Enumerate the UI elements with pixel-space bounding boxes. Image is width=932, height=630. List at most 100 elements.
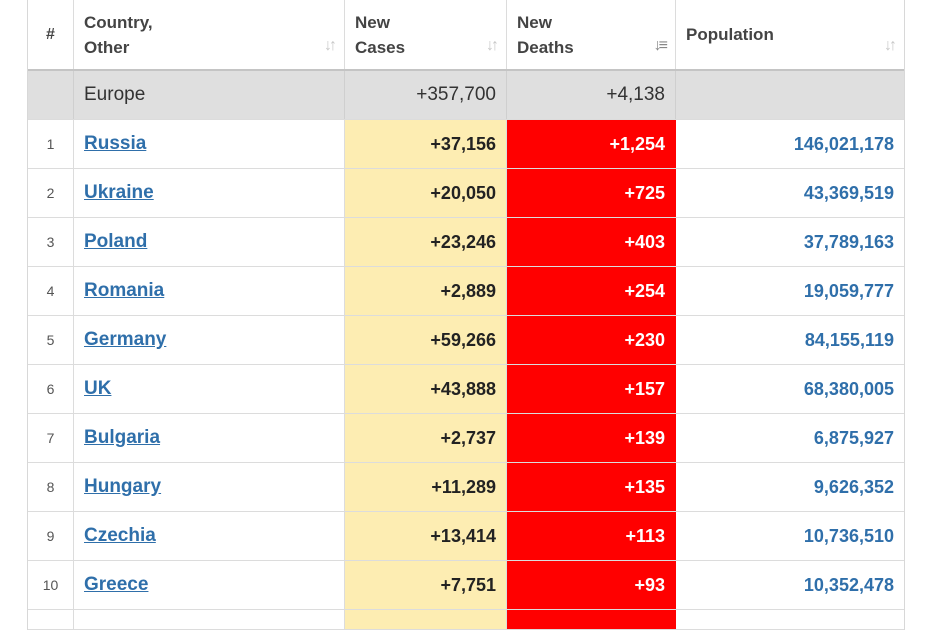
row-population: 9,626,352 [813, 476, 894, 497]
header-country-line1: Country, [84, 12, 153, 32]
row-new-deaths: +93 [507, 561, 676, 609]
table-row: 8 Hungary +11,289 +135 9,626,352 [28, 463, 904, 512]
row-population: 10,352,478 [803, 574, 894, 595]
row-country-cell: Hungary [74, 463, 345, 511]
header-cases-line2: Cases [355, 37, 406, 57]
row-rank: 9 [28, 512, 74, 560]
header-country[interactable]: Country, Other ↓↑ [74, 0, 345, 69]
country-link[interactable]: Romania [84, 280, 165, 301]
country-link[interactable]: Germany [84, 329, 167, 350]
row-rank: 8 [28, 463, 74, 511]
row-rank: 2 [28, 169, 74, 217]
row-new-cases: +37,156 [345, 120, 507, 168]
table-row: 4 Romania +2,889 +254 19,059,777 [28, 267, 904, 316]
row-rank: 4 [28, 267, 74, 315]
row-country-cell: Ukraine [74, 169, 345, 217]
row-new-deaths: +135 [507, 463, 676, 511]
row-rank: 1 [28, 120, 74, 168]
sort-arrows-icon[interactable]: ↓↑ [884, 37, 897, 54]
covid-table: # Country, Other ↓↑ New Cases ↓↑ New Dea… [27, 0, 905, 630]
row-new-deaths: +403 [507, 218, 676, 266]
row-new-deaths: +230 [507, 316, 676, 364]
row-new-cases: +20,050 [345, 169, 507, 217]
header-country-label: Country, Other [84, 10, 153, 60]
row-new-cases: +7,751 [345, 561, 507, 609]
row-country-cell: Greece [74, 561, 345, 609]
header-deaths-line2: Deaths [517, 37, 574, 57]
header-country-line2: Other [84, 37, 130, 57]
header-population-label: Population [686, 25, 774, 44]
region-rank [28, 71, 74, 119]
header-new-deaths[interactable]: New Deaths ↓≡ [507, 0, 676, 69]
header-population[interactable]: Population ↓↑ [676, 0, 904, 69]
row-new-cases: +43,888 [345, 365, 507, 413]
row-country-cell: Russia [74, 120, 345, 168]
table-row: 2 Ukraine +20,050 +725 43,369,519 [28, 169, 904, 218]
region-new-deaths: +4,138 [507, 71, 676, 119]
region-name: Europe [74, 71, 345, 119]
table-row: 7 Bulgaria +2,737 +139 6,875,927 [28, 414, 904, 463]
row-rank: 6 [28, 365, 74, 413]
row-country-cell: Czechia [74, 512, 345, 560]
header-deaths-line1: New [517, 12, 552, 32]
row-new-cases: +23,246 [345, 218, 507, 266]
row-country-cell: Romania [74, 267, 345, 315]
row-rank: 10 [28, 561, 74, 609]
row-new-cases: +59,266 [345, 316, 507, 364]
table-row: 3 Poland +23,246 +403 37,789,163 [28, 218, 904, 267]
row-new-deaths: +1,254 [507, 120, 676, 168]
row-population: 19,059,777 [803, 280, 894, 301]
row-population: 146,021,178 [793, 133, 894, 154]
row-country-cell: Germany [74, 316, 345, 364]
sort-arrows-icon[interactable]: ↓↑ [324, 37, 337, 54]
row-rank: 7 [28, 414, 74, 462]
sort-arrows-icon[interactable]: ↓↑ [486, 37, 499, 54]
sort-descending-icon[interactable]: ↓≡ [653, 37, 668, 54]
stub-cases [345, 610, 507, 629]
header-rank-label: # [46, 25, 55, 43]
country-link[interactable]: Bulgaria [84, 427, 161, 448]
table-row: 6 UK +43,888 +157 68,380,005 [28, 365, 904, 414]
row-new-cases: +13,414 [345, 512, 507, 560]
country-link[interactable]: Ukraine [84, 182, 154, 203]
row-population: 43,369,519 [803, 182, 894, 203]
stub-country [74, 610, 345, 629]
row-rank: 5 [28, 316, 74, 364]
region-row: Europe +357,700 +4,138 [28, 71, 904, 120]
row-population: 84,155,119 [804, 329, 894, 350]
row-rank: 3 [28, 218, 74, 266]
country-link[interactable]: Poland [84, 231, 148, 252]
region-population [676, 71, 904, 119]
header-rank[interactable]: # [28, 0, 74, 69]
row-population: 10,736,510 [803, 525, 894, 546]
stub-deaths [507, 610, 676, 629]
row-country-cell: Poland [74, 218, 345, 266]
header-new-cases[interactable]: New Cases ↓↑ [345, 0, 507, 69]
table-row: 5 Germany +59,266 +230 84,155,119 [28, 316, 904, 365]
row-population: 37,789,163 [803, 231, 894, 252]
row-new-deaths: +139 [507, 414, 676, 462]
row-population: 6,875,927 [813, 427, 894, 448]
row-new-deaths: +157 [507, 365, 676, 413]
row-new-deaths: +113 [507, 512, 676, 560]
country-link[interactable]: Hungary [84, 476, 162, 497]
country-link[interactable]: Greece [84, 574, 149, 595]
stub-population [676, 610, 904, 629]
country-link[interactable]: UK [84, 378, 112, 399]
header-cases-line1: New [355, 12, 390, 32]
header-new-cases-label: New Cases [355, 10, 405, 60]
row-country-cell: Bulgaria [74, 414, 345, 462]
table-header: # Country, Other ↓↑ New Cases ↓↑ New Dea… [28, 0, 904, 71]
country-link[interactable]: Russia [84, 133, 147, 154]
row-population: 68,380,005 [803, 378, 894, 399]
row-new-deaths: +254 [507, 267, 676, 315]
row-new-cases: +2,889 [345, 267, 507, 315]
country-link[interactable]: Czechia [84, 525, 156, 546]
stub-rank [28, 610, 74, 629]
row-country-cell: UK [74, 365, 345, 413]
header-new-deaths-label: New Deaths [517, 10, 574, 60]
row-new-deaths: +725 [507, 169, 676, 217]
region-new-cases: +357,700 [345, 71, 507, 119]
table-row: 9 Czechia +13,414 +113 10,736,510 [28, 512, 904, 561]
row-new-cases: +2,737 [345, 414, 507, 462]
